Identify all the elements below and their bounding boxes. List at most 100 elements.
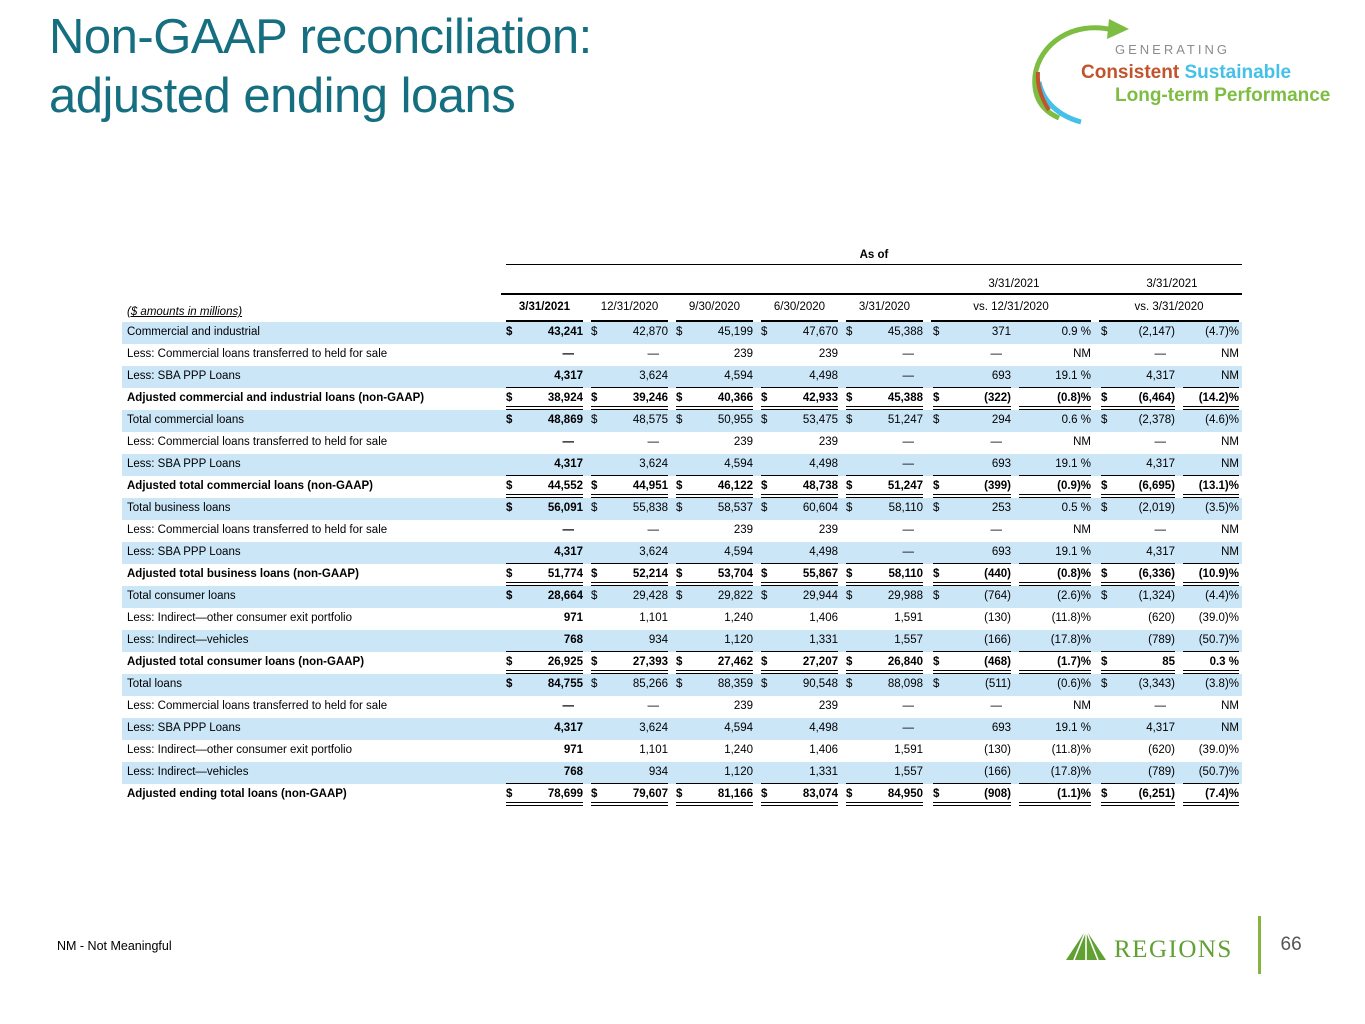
value-cell: 693 [933,366,1011,388]
vs2-top-date: 3/31/2021 [1146,278,1198,290]
value-cell: $29,428 [591,590,668,602]
table-row: Less: Commercial loans transferred to he… [122,344,1242,366]
row-label: Adjusted total consumer loans (non-GAAP) [127,656,365,668]
value-cell: (620) [1148,744,1175,756]
value-cell: $26,840 [846,652,923,674]
value-cell: $58,110 [846,564,923,586]
value-cell: $79,607 [591,784,668,806]
page-title-line2: adjusted ending loans [49,68,516,123]
value-cell: $56,091 [506,502,583,514]
value-cell: (1.7)% [1019,652,1091,674]
table-row: Total consumer loans $28,664 $29,428 $29,82… [122,586,1242,608]
row-label: Adjusted total commercial loans (non-GAA… [127,480,373,492]
value-cell: $50,955 [676,414,753,426]
value-cell: 1,120 [676,762,753,784]
value-cell: 0.5 % [1061,502,1091,514]
value-cell: 19.1 % [1019,542,1091,564]
value-cell: 971 [563,612,583,624]
table-row: Total loans $84,755 $85,266 $88,359 $90,548 $… [122,674,1242,696]
value-cell: — [1154,348,1167,360]
value-cell: 934 [591,630,668,652]
value-cell: $44,552 [506,476,583,498]
row-label: Less: Indirect—vehicles [127,634,249,646]
value-cell: (11.8)% [1051,744,1091,756]
value-cell: — [562,524,575,536]
value-cell: (14.2)% [1183,388,1239,410]
value-cell: 1,406 [809,612,838,624]
value-cell: 0.9 % [1061,326,1091,338]
value-cell: (1.1)% [1019,784,1091,806]
value-cell: (4.6)% [1205,414,1239,426]
row-label: Less: Commercial loans transferred to he… [127,436,388,448]
value-cell: NM [1221,700,1239,712]
value-cell: 4,498 [761,542,838,564]
row-label: Total business loans [127,502,231,514]
value-cell: $42,933 [761,388,838,410]
value-cell: (10.9)% [1183,564,1239,586]
value-cell: $84,755 [506,678,583,690]
value-cell: 4,317 [506,454,583,476]
value-cell: $60,604 [761,502,838,514]
value-cell: (620) [1148,612,1175,624]
value-cell: — [902,348,915,360]
value-cell: NM [1221,722,1239,734]
value-cell: $ (6,336) [1101,564,1175,586]
vs-date-header-row: 3/31/2021 3/31/2021 [122,265,1242,295]
value-cell: 239 [733,524,753,536]
value-cell: 1,557 [846,630,923,652]
row-label: Less: Commercial loans transferred to he… [127,348,388,360]
value-cell: $85 [1101,652,1175,674]
value-cell: 19.1 % [1019,454,1091,476]
value-cell: $29,944 [761,590,838,602]
value-cell: $45,199 [676,326,753,338]
value-cell: $48,575 [591,414,668,426]
value-cell: $28,664 [506,590,583,602]
footnote: NM - Not Meaningful [57,939,172,953]
tagline-sustainable: Sustainable [1184,62,1291,83]
value-cell: 1,557 [846,762,923,784]
value-cell: 4,317 [1101,454,1175,476]
row-label: Less: SBA PPP Loans [127,458,241,470]
regions-wordmark: REGIONS [1114,936,1233,963]
value-cell: 693 [933,542,1011,564]
value-cell: $88,098 [846,678,923,690]
value-cell: 19.1 % [1055,722,1091,734]
value-cell: $58,537 [676,502,753,514]
value-cell: 19.1 % [1019,366,1091,388]
col-header-vs1: vs. 12/31/2020 [931,295,1091,322]
page-title-line1: Non-GAAP reconciliation: [49,10,592,64]
value-cell: (0.6)% [1057,678,1091,690]
row-label: Total loans [127,678,182,690]
tagline-logo: GENERATING Consistent Sustainable Long-t… [1032,19,1330,125]
value-cell: $81,166 [676,784,753,806]
col-header-vs2: vs. 3/31/2020 [1099,295,1239,322]
value-cell: $253 [933,502,1011,514]
row-label: Total commercial loans [127,414,244,426]
value-cell: $39,246 [591,388,668,410]
value-cell: $ (468) [933,652,1011,674]
value-cell: (3.8)% [1205,678,1239,690]
value-cell: NM [1183,366,1239,388]
value-cell: 4,498 [809,722,838,734]
value-cell: (130) [984,744,1011,756]
value-cell: 1,331 [761,762,838,784]
table-row: Less: SBA PPP Loans 4,317 3,624 4,594 4,498 —… [122,542,1242,564]
row-label: Less: SBA PPP Loans [127,370,241,382]
value-cell: $43,241 [506,326,583,338]
col-header-date-1: 3/31/2021 [506,295,583,322]
value-cell: $51,247 [846,414,923,426]
value-cell: 1,240 [724,612,753,624]
value-cell: (39.0)% [1198,612,1239,624]
value-cell: $47,670 [761,326,838,338]
svg-text:Consistent Sustainable: Consistent Sustainable [1081,62,1291,83]
value-cell: NM [1221,348,1239,360]
col-header-date-2: 12/31/2020 [591,295,668,322]
value-cell: $58,110 [846,502,923,514]
value-cell: — [902,524,915,536]
as-of-label: As of [506,238,1242,265]
value-cell: (0.8)% [1019,564,1091,586]
row-label: Less: SBA PPP Loans [127,722,241,734]
value-cell: 239 [733,700,753,712]
value-cell: $53,704 [676,564,753,586]
value-cell: 1,240 [724,744,753,756]
